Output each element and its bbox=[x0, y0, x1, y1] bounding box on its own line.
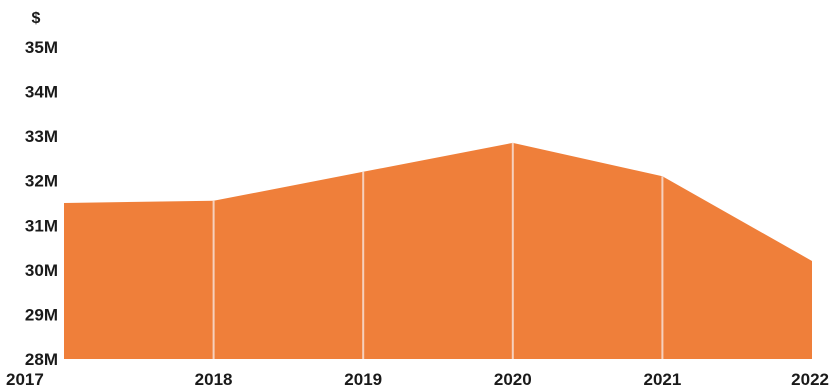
y-tick-label: 29M bbox=[25, 305, 58, 324]
x-axis-ticks: 2017 2018 2019 2020 2021 2022 bbox=[6, 370, 829, 389]
x-tick-label: 2018 bbox=[195, 370, 233, 389]
y-tick-label: 33M bbox=[25, 127, 58, 146]
y-axis-ticks: 28M 29M 30M 31M 32M 33M 34M 35M bbox=[25, 38, 58, 369]
x-tick-label: 2019 bbox=[344, 370, 382, 389]
x-tick-label: 2017 bbox=[6, 370, 44, 389]
x-tick-label: 2021 bbox=[643, 370, 681, 389]
area-series bbox=[64, 142, 812, 359]
y-tick-label: 34M bbox=[25, 83, 58, 102]
y-tick-label: 35M bbox=[25, 38, 58, 57]
year-dividers bbox=[212, 142, 664, 359]
area-fill bbox=[64, 142, 812, 359]
y-axis-unit-label: $ bbox=[32, 10, 41, 27]
x-tick-label: 2022 bbox=[791, 370, 829, 389]
y-tick-label: 32M bbox=[25, 172, 58, 191]
x-tick-label: 2020 bbox=[494, 370, 532, 389]
y-tick-label: 28M bbox=[25, 350, 58, 369]
y-tick-label: 31M bbox=[25, 216, 58, 235]
y-tick-label: 30M bbox=[25, 261, 58, 280]
